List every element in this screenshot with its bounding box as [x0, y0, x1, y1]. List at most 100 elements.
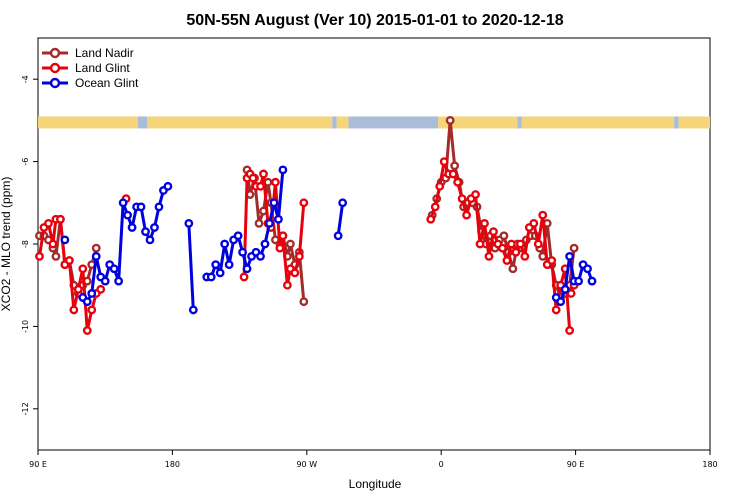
data-point [480, 218, 489, 228]
data-point [109, 264, 119, 274]
data-point [206, 272, 216, 282]
data-point [453, 177, 463, 187]
data-point [87, 305, 97, 315]
data-point [233, 231, 243, 241]
data-point [256, 251, 265, 261]
strip-land-segment [438, 116, 518, 129]
data-point [211, 260, 221, 269]
data-point [238, 247, 247, 257]
data-point [154, 202, 164, 212]
strip-ocean-segment [517, 116, 522, 129]
data-point [91, 243, 101, 253]
series-ocean-glint [60, 165, 597, 315]
data-point [471, 190, 480, 199]
data-point [114, 276, 124, 286]
strip-ocean-segment [332, 116, 337, 129]
data-point [242, 264, 252, 274]
data-point [78, 264, 88, 274]
data-point [275, 243, 285, 253]
legend-marker [49, 47, 61, 59]
series-layer [35, 116, 597, 335]
y-tick-label: -12 [21, 402, 30, 415]
y-axis-label: XCO2 - MLO trend (ppm) [0, 177, 13, 312]
data-point [188, 305, 198, 315]
data-point [520, 251, 530, 261]
data-point [254, 218, 264, 228]
y-tick-label: -4 [21, 75, 30, 83]
strip-land-segment [678, 116, 710, 129]
data-point [224, 260, 234, 269]
data-point [508, 264, 518, 274]
data-point [91, 251, 101, 261]
y-tick-label: -10 [21, 320, 30, 333]
legend-marker [49, 62, 61, 74]
data-point [220, 239, 230, 249]
data-point [123, 210, 133, 220]
data-point [435, 181, 445, 191]
x-tick-label: 90 W [296, 460, 317, 469]
data-point [538, 210, 548, 220]
strip-ocean-segment [348, 116, 439, 129]
data-point [533, 239, 543, 249]
data-point [439, 157, 449, 167]
x-tick-label: 90 E [29, 460, 47, 469]
data-point [565, 326, 575, 335]
data-point [450, 161, 460, 171]
strip-ocean-segment [674, 116, 679, 129]
data-point [35, 251, 44, 261]
data-point [96, 284, 106, 294]
data-point [498, 243, 507, 253]
data-point [87, 289, 97, 298]
data-point [502, 256, 512, 265]
data-point [574, 276, 583, 286]
data-point [551, 305, 561, 315]
legend-label: Land Nadir [75, 46, 134, 60]
data-point [260, 239, 270, 249]
data-point [274, 214, 283, 224]
x-tick-label: 0 [439, 460, 444, 469]
strip-land-segment [336, 116, 349, 129]
data-point [515, 239, 525, 249]
data-point [127, 223, 137, 232]
strip-land-segment [147, 116, 333, 129]
legend-label: Ocean Glint [75, 76, 139, 90]
data-point [299, 198, 309, 208]
x-tick-label: 180 [165, 460, 180, 469]
x-tick-label: 180 [702, 460, 717, 469]
data-point [100, 276, 110, 286]
data-point [282, 280, 292, 290]
series-line [187, 223, 195, 310]
data-point [51, 251, 61, 261]
series-line [336, 202, 345, 236]
data-point [499, 231, 509, 241]
data-point [299, 297, 309, 307]
data-point [118, 198, 128, 208]
data-point [69, 305, 79, 315]
data-point [333, 231, 343, 241]
data-point [271, 177, 280, 187]
data-point [285, 239, 295, 249]
data-point [150, 223, 159, 232]
data-point [44, 218, 53, 228]
data-point [338, 198, 348, 208]
data-point [60, 235, 70, 245]
data-point [184, 218, 194, 228]
data-point [269, 198, 279, 208]
x-axis-label: Longitude [349, 477, 402, 491]
data-point [48, 239, 58, 249]
data-point [215, 268, 225, 278]
data-point [529, 218, 539, 228]
strip-ocean-segment [138, 116, 148, 129]
data-point [583, 264, 592, 274]
legend-label: Land Glint [75, 61, 130, 75]
data-point [462, 210, 471, 220]
data-point [489, 227, 498, 237]
data-point [547, 256, 557, 265]
data-point [163, 181, 173, 191]
axis-ticks: 90 E 180 90 W 0 90 E 180 -4 -6 -8 -10 -12 [21, 75, 718, 469]
y-tick-label: -6 [21, 158, 30, 166]
data-point [556, 297, 566, 307]
